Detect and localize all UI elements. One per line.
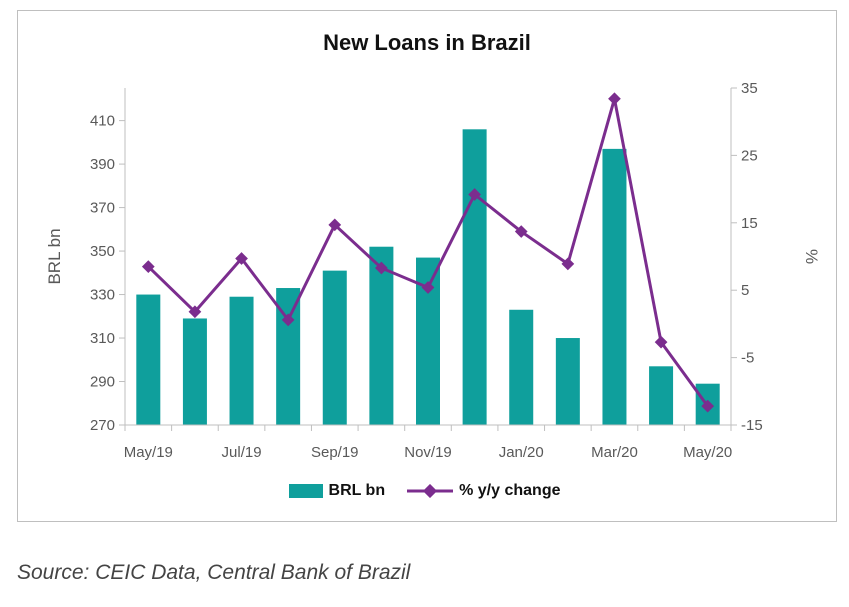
x-tick-label: May/20 (683, 444, 732, 461)
right-tick-label: 35 (741, 80, 758, 97)
right-tick-label: 15 (741, 215, 758, 232)
legend: BRL bn % y/y change (0, 482, 849, 500)
bar (649, 366, 674, 425)
right-tick-label: 25 (741, 147, 758, 164)
left-tick-label: 330 (90, 287, 115, 304)
bar (462, 129, 487, 425)
left-tick-label: 270 (90, 417, 115, 434)
line-point (141, 260, 155, 273)
right-tick-label: -5 (741, 350, 754, 367)
legend-item-bars: BRL bn (288, 482, 386, 500)
left-tick-label: 370 (90, 200, 115, 217)
line-point (328, 218, 342, 232)
x-tick-label: Jul/19 (222, 444, 262, 461)
line-point (421, 281, 435, 294)
bar (369, 246, 394, 425)
line-point (608, 92, 621, 106)
right-tick-label: -15 (741, 417, 763, 434)
legend-label-line: % y/y change (459, 482, 561, 499)
left-tick-label: 390 (90, 156, 115, 173)
bar (322, 270, 347, 425)
chart-title: New Loans in Brazil (323, 30, 531, 55)
axes: 270 290 310 330 350 370 390 410 -15 -5 5 15 25 35 May/… (45, 80, 821, 461)
bar (555, 338, 580, 425)
left-tick-label: 310 (90, 330, 115, 347)
right-tick-label: 5 (741, 282, 749, 299)
x-tick-label: Jan/20 (499, 444, 544, 461)
bar (509, 309, 534, 425)
line-point (188, 305, 202, 319)
line-point (281, 313, 295, 327)
legend-swatch-line (407, 484, 454, 498)
bar (229, 296, 254, 425)
x-tick-label: Mar/20 (591, 444, 638, 461)
bar-series (136, 129, 720, 425)
legend-label-bars: BRL bn (328, 482, 386, 499)
line-point (235, 252, 248, 265)
left-tick-label: 410 (90, 113, 115, 130)
left-axis-title: BRL bn (45, 228, 64, 284)
right-axis-title: % (802, 249, 821, 264)
x-tick-label: Nov/19 (404, 444, 452, 461)
left-tick-label: 350 (90, 243, 115, 260)
x-tick-label: May/19 (124, 444, 173, 461)
legend-item-line: % y/y change (407, 482, 560, 500)
source-note: Source: CEIC Data, Central Bank of Brazi… (17, 561, 411, 584)
line-point (375, 261, 388, 275)
left-tick-label: 290 (90, 374, 115, 391)
bar (136, 294, 161, 425)
bar (182, 318, 207, 425)
bar (602, 148, 627, 425)
x-tick-label: Sep/19 (311, 444, 359, 461)
legend-swatch-bar (288, 484, 323, 498)
line-point (468, 188, 481, 201)
